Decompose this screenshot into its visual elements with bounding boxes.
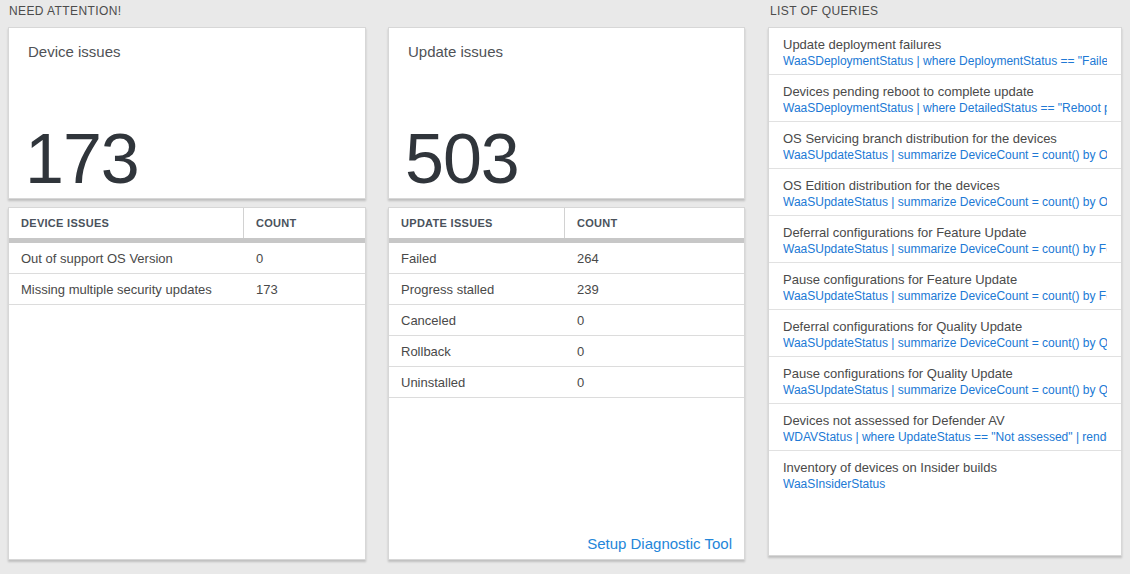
table-row[interactable]: Canceled0	[389, 305, 744, 336]
query-list-item[interactable]: OS Edition distribution for the devicesW…	[769, 169, 1121, 216]
query-list-item[interactable]: Devices not assessed for Defender AVWDAV…	[769, 404, 1121, 451]
table-row[interactable]: Out of support OS Version0	[9, 243, 365, 274]
query-title: OS Edition distribution for the devices	[783, 177, 1107, 194]
update-issues-column-header: UPDATE ISSUES	[389, 208, 565, 238]
query-list-item[interactable]: Update deployment failuresWaaSDeployment…	[769, 28, 1121, 75]
list-of-queries-header: LIST OF QUERIES	[770, 4, 878, 18]
query-text: WDAVStatus | where UpdateStatus == "Not …	[783, 429, 1107, 445]
issue-count: 239	[565, 274, 744, 304]
query-title: Deferral configurations for Feature Upda…	[783, 224, 1107, 241]
device-issues-rows: Out of support OS Version0Missing multip…	[9, 243, 365, 305]
need-attention-header: NEED ATTENTION!	[9, 4, 121, 18]
table-header-row: DEVICE ISSUES COUNT	[9, 208, 365, 238]
query-text: WaaSInsiderStatus	[783, 476, 1107, 492]
query-list: Update deployment failuresWaaSDeployment…	[769, 28, 1121, 498]
query-list-item[interactable]: Devices pending reboot to complete updat…	[769, 75, 1121, 122]
issue-name: Rollback	[389, 336, 565, 366]
issue-name: Canceled	[389, 305, 565, 335]
query-text: WaaSDeploymentStatus | where DeploymentS…	[783, 53, 1107, 69]
issue-name: Failed	[389, 243, 565, 273]
table-row[interactable]: Failed264	[389, 243, 744, 274]
count-column-header: COUNT	[244, 208, 365, 238]
query-text: WaaSDeploymentStatus | where DetailedSta…	[783, 100, 1107, 116]
query-title: Pause configurations for Feature Update	[783, 271, 1107, 288]
table-row[interactable]: Progress stalled239	[389, 274, 744, 305]
query-list-item[interactable]: Inventory of devices on Insider buildsWa…	[769, 451, 1121, 498]
issue-count: 0	[565, 367, 744, 397]
query-title: OS Servicing branch distribution for the…	[783, 130, 1107, 147]
query-title: Devices pending reboot to complete updat…	[783, 83, 1107, 100]
query-text: WaaSUpdateStatus | summarize DeviceCount…	[783, 194, 1107, 210]
issue-name: Missing multiple security updates	[9, 274, 244, 304]
issue-count: 0	[565, 336, 744, 366]
device-issues-title: Device issues	[9, 28, 365, 60]
update-issues-table: UPDATE ISSUES COUNT Failed264Progress st…	[388, 207, 745, 560]
query-title: Update deployment failures	[783, 36, 1107, 53]
issue-name: Progress stalled	[389, 274, 565, 304]
query-list-item[interactable]: Deferral configurations for Quality Upda…	[769, 310, 1121, 357]
issue-count: 0	[244, 243, 365, 273]
query-list-item[interactable]: Pause configurations for Quality UpdateW…	[769, 357, 1121, 404]
query-list-item[interactable]: Pause configurations for Feature UpdateW…	[769, 263, 1121, 310]
issue-count: 264	[565, 243, 744, 273]
query-text: WaaSUpdateStatus | summarize DeviceCount…	[783, 241, 1107, 257]
update-issues-tile[interactable]: Update issues 503	[388, 27, 745, 199]
device-issues-table: DEVICE ISSUES COUNT Out of support OS Ve…	[8, 207, 366, 560]
table-row[interactable]: Rollback0	[389, 336, 744, 367]
issue-name: Uninstalled	[389, 367, 565, 397]
update-issues-title: Update issues	[389, 28, 744, 60]
table-row[interactable]: Uninstalled0	[389, 367, 744, 398]
query-text: WaaSUpdateStatus | summarize DeviceCount…	[783, 382, 1107, 398]
issue-count: 173	[244, 274, 365, 304]
issue-count: 0	[565, 305, 744, 335]
table-row[interactable]: Missing multiple security updates173	[9, 274, 365, 305]
device-issues-column-header: DEVICE ISSUES	[9, 208, 244, 238]
table-header-row: UPDATE ISSUES COUNT	[389, 208, 744, 238]
count-column-header: COUNT	[565, 208, 744, 238]
update-compliance-dashboard: NEED ATTENTION! LIST OF QUERIES Device i…	[0, 0, 1130, 574]
device-issues-count: 173	[25, 124, 139, 194]
setup-diagnostic-tool-link[interactable]: Setup Diagnostic Tool	[587, 535, 732, 552]
query-title: Inventory of devices on Insider builds	[783, 459, 1107, 476]
device-issues-tile[interactable]: Device issues 173	[8, 27, 366, 199]
query-title: Deferral configurations for Quality Upda…	[783, 318, 1107, 335]
query-list-card: Update deployment failuresWaaSDeployment…	[768, 27, 1122, 556]
issue-name: Out of support OS Version	[9, 243, 244, 273]
query-text: WaaSUpdateStatus | summarize DeviceCount…	[783, 288, 1107, 304]
query-title: Pause configurations for Quality Update	[783, 365, 1107, 382]
query-list-item[interactable]: Deferral configurations for Feature Upda…	[769, 216, 1121, 263]
query-list-item[interactable]: OS Servicing branch distribution for the…	[769, 122, 1121, 169]
update-issues-count: 503	[405, 124, 519, 194]
query-text: WaaSUpdateStatus | summarize DeviceCount…	[783, 147, 1107, 163]
update-issues-rows: Failed264Progress stalled239Canceled0Rol…	[389, 243, 744, 398]
query-title: Devices not assessed for Defender AV	[783, 412, 1107, 429]
query-text: WaaSUpdateStatus | summarize DeviceCount…	[783, 335, 1107, 351]
